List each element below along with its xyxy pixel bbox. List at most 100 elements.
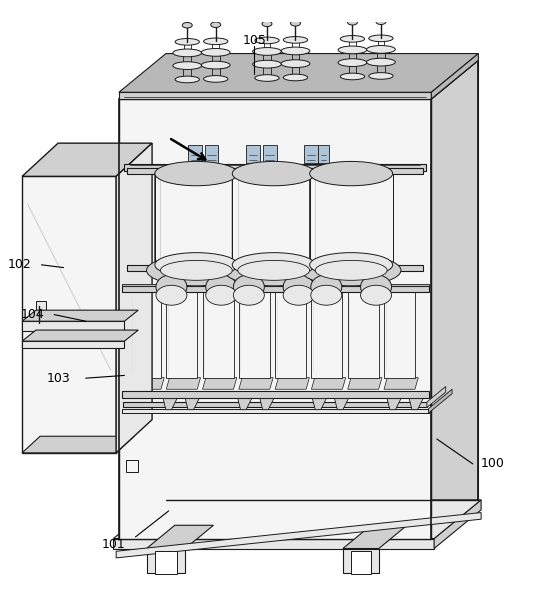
Ellipse shape (204, 76, 228, 82)
Ellipse shape (311, 275, 342, 299)
Polygon shape (387, 399, 401, 409)
Polygon shape (311, 378, 346, 389)
Polygon shape (22, 330, 138, 341)
Ellipse shape (156, 275, 187, 299)
Bar (318, 145, 329, 163)
Bar (202, 293, 233, 378)
Bar (123, 402, 427, 408)
Ellipse shape (340, 73, 364, 80)
Bar (205, 145, 218, 163)
Polygon shape (429, 389, 452, 413)
Polygon shape (155, 173, 238, 265)
Ellipse shape (338, 59, 367, 67)
Ellipse shape (155, 253, 238, 277)
Polygon shape (275, 378, 310, 389)
Polygon shape (431, 54, 478, 99)
Polygon shape (348, 378, 382, 389)
Ellipse shape (201, 61, 230, 69)
Polygon shape (119, 99, 431, 539)
Polygon shape (260, 399, 274, 409)
Polygon shape (202, 378, 237, 389)
Bar (384, 293, 415, 378)
Polygon shape (185, 399, 199, 409)
Ellipse shape (206, 275, 237, 299)
Polygon shape (147, 548, 185, 573)
Ellipse shape (253, 60, 281, 68)
Bar (127, 168, 423, 173)
Ellipse shape (361, 285, 392, 305)
Bar (36, 301, 46, 328)
Ellipse shape (233, 285, 264, 305)
Ellipse shape (224, 255, 324, 286)
Ellipse shape (340, 36, 364, 42)
Bar (188, 145, 202, 163)
Polygon shape (434, 500, 481, 548)
Polygon shape (113, 539, 434, 548)
Ellipse shape (182, 23, 192, 28)
Ellipse shape (361, 275, 392, 299)
Ellipse shape (255, 74, 279, 81)
Ellipse shape (301, 255, 401, 286)
Bar (122, 284, 429, 286)
Ellipse shape (281, 60, 310, 67)
Polygon shape (166, 378, 201, 389)
Ellipse shape (175, 76, 200, 83)
Polygon shape (147, 525, 213, 548)
Bar (246, 145, 260, 163)
Polygon shape (163, 399, 177, 409)
Polygon shape (431, 60, 478, 539)
Bar (122, 409, 429, 413)
Polygon shape (409, 399, 423, 409)
Bar (126, 460, 138, 472)
Polygon shape (116, 143, 152, 453)
Polygon shape (22, 321, 124, 331)
Ellipse shape (206, 285, 237, 305)
Ellipse shape (290, 20, 300, 26)
Polygon shape (427, 386, 446, 408)
Ellipse shape (281, 47, 310, 55)
Ellipse shape (155, 162, 238, 186)
Ellipse shape (175, 39, 200, 45)
Bar (275, 293, 306, 378)
Ellipse shape (238, 260, 310, 280)
Text: 103: 103 (46, 372, 70, 384)
Text: 102: 102 (8, 258, 31, 271)
Ellipse shape (367, 58, 395, 66)
Polygon shape (312, 399, 326, 409)
Polygon shape (22, 341, 124, 348)
Ellipse shape (204, 38, 228, 45)
Bar (130, 293, 161, 378)
Ellipse shape (310, 253, 393, 277)
Bar (263, 145, 276, 163)
Polygon shape (22, 143, 152, 176)
Ellipse shape (311, 285, 342, 305)
Ellipse shape (283, 285, 314, 305)
Polygon shape (113, 500, 481, 539)
Polygon shape (335, 399, 348, 409)
Polygon shape (351, 551, 371, 574)
Polygon shape (119, 92, 431, 99)
Ellipse shape (233, 275, 264, 299)
Ellipse shape (310, 162, 393, 186)
Ellipse shape (211, 22, 221, 27)
Bar (124, 164, 426, 171)
Bar (122, 391, 429, 398)
Text: 100: 100 (480, 457, 504, 470)
Ellipse shape (173, 62, 202, 70)
Ellipse shape (376, 19, 386, 24)
Ellipse shape (232, 253, 315, 277)
Bar (304, 145, 318, 163)
Polygon shape (232, 173, 315, 265)
Bar (311, 293, 342, 378)
Ellipse shape (201, 48, 230, 56)
Ellipse shape (283, 74, 307, 81)
Ellipse shape (262, 21, 272, 27)
Text: 105: 105 (242, 35, 267, 47)
Polygon shape (119, 60, 478, 99)
Polygon shape (384, 378, 418, 389)
Text: 101: 101 (102, 538, 125, 551)
Ellipse shape (369, 35, 393, 42)
Ellipse shape (160, 260, 232, 280)
Polygon shape (239, 378, 273, 389)
Polygon shape (343, 548, 379, 573)
